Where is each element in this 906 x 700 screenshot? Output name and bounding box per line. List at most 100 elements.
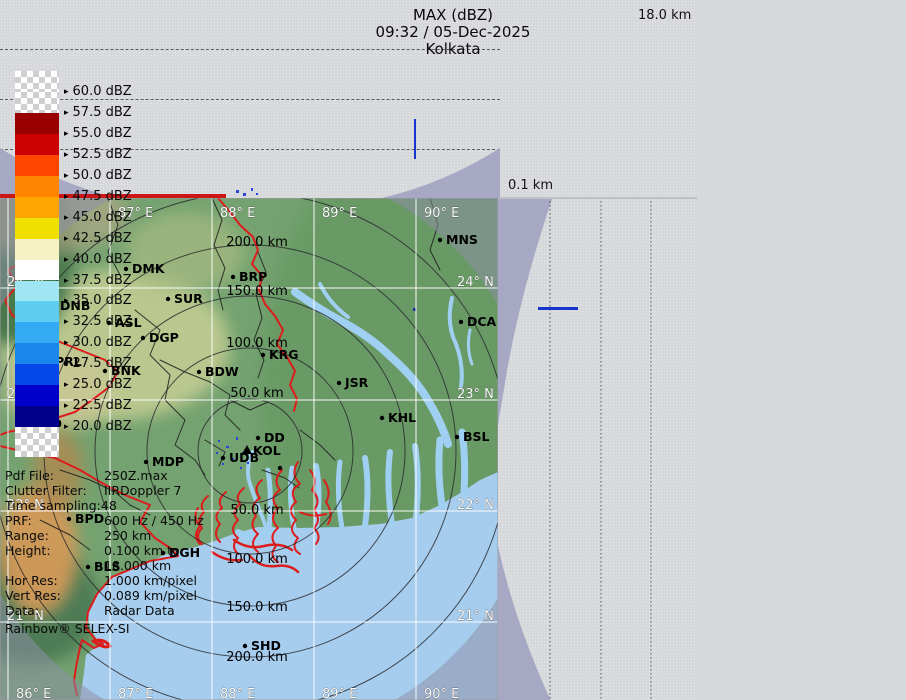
metadata-row: Range: 250 km: [5, 528, 205, 543]
city-dot: [454, 434, 460, 440]
height-axis-max-label: 18.0 km: [638, 8, 692, 23]
tick-arrow-icon: ▸: [64, 170, 69, 181]
longitude-label: 88° E: [220, 687, 255, 700]
scale-tick-label: ▸ 45.0 dBZ: [64, 209, 132, 225]
range-ring-label: 150.0 km: [226, 284, 288, 299]
metadata-row: Data: Radar Data: [5, 603, 205, 618]
color-band: [15, 343, 59, 365]
height-gridline: [0, 99, 500, 100]
color-band: [15, 112, 59, 134]
range-ring-label: 50.0 km: [230, 503, 283, 518]
metadata-row: Clutter Filter: IIRDoppler 7: [5, 483, 205, 498]
metadata-value: IIRDoppler 7: [104, 483, 182, 498]
metadata-key: Clutter Filter:: [5, 483, 87, 498]
scale-tick-label: ▸ 42.5 dBZ: [64, 230, 132, 246]
city-label: DD: [264, 430, 285, 445]
scale-tick-label: ▸ 25.0 dBZ: [64, 377, 132, 393]
city-label: BDW: [205, 364, 239, 379]
tick-arrow-icon: ▸: [64, 107, 69, 118]
metadata-row: PRF: 600 Hz / 450 Hz: [5, 513, 205, 528]
product-title-block: MAX (dBZ) 09:32 / 05-Dec-2025 Kolkata: [0, 7, 906, 58]
city-dot: [140, 335, 146, 341]
metadata-value: 0.089 km/pixel: [104, 588, 197, 603]
tick-arrow-icon: ▸: [64, 254, 69, 265]
color-band: [15, 71, 59, 92]
scale-tick-label: ▸ 47.5 dBZ: [64, 188, 132, 204]
city-label: KHL: [388, 410, 416, 425]
top-cross-section-panel: 18.0 km 0.1 km: [0, 0, 697, 198]
city-dot: [165, 296, 171, 302]
city-dot: [242, 643, 248, 649]
city-label: BPD: [75, 511, 104, 526]
tick-arrow-icon: ▸: [64, 86, 69, 97]
city-label: UDB: [229, 450, 259, 465]
color-band: [15, 406, 59, 428]
city-label: DGP: [149, 330, 179, 345]
color-band: [15, 154, 59, 176]
latitude-label: 22° N: [7, 498, 44, 513]
tick-arrow-icon: ▸: [64, 191, 69, 202]
city-label: SUR: [174, 291, 203, 306]
longitude-label: 90° E: [424, 206, 459, 221]
tick-arrow-icon: ▸: [64, 422, 69, 433]
color-band: [15, 427, 59, 458]
latlon-grid: [0, 198, 498, 700]
range-ring-label: 200.0 km: [226, 650, 288, 665]
city-dot: [255, 435, 261, 441]
echo-row-marker: [538, 307, 578, 310]
longitude-label: 90° E: [424, 687, 459, 700]
city-label: DCA: [467, 314, 497, 329]
tick-arrow-icon: ▸: [64, 275, 69, 286]
city-dot: [102, 368, 108, 374]
metadata-key: Data:: [5, 603, 40, 618]
echo-column-marker: [414, 119, 416, 159]
longitude-label: 87° E: [118, 206, 153, 221]
scale-tick-label: ▸ 35.0 dBZ: [64, 293, 132, 309]
color-band: [15, 301, 59, 323]
city-label: ASL: [115, 315, 142, 330]
city-label: MNS: [446, 232, 478, 247]
metadata-key: Vert Res:: [5, 588, 61, 603]
city-label: JSR: [344, 375, 369, 390]
city-dot: [85, 564, 91, 570]
city-label: DGH: [169, 545, 200, 560]
color-band: [15, 238, 59, 260]
longitude-label: 88° E: [220, 206, 255, 221]
city-label: KOL: [253, 443, 281, 458]
city-label: DMK: [132, 261, 166, 276]
range-ring-label: 100.0 km: [226, 552, 288, 567]
range-mask-wedge: [498, 199, 552, 425]
sea: [80, 472, 498, 700]
color-band: [15, 133, 59, 155]
city-label: MDP: [152, 454, 184, 469]
echo-cell-marker: [413, 308, 416, 311]
metadata-key: PRF:: [5, 513, 32, 528]
metadata-key: Height:: [5, 543, 51, 558]
city-dot: [106, 320, 112, 326]
tick-arrow-icon: ▸: [64, 128, 69, 139]
city-dot: [196, 369, 202, 375]
longitude-label: 86° E: [16, 687, 51, 700]
height-gridline: [0, 149, 500, 150]
right-cross-section-panel: [498, 198, 697, 700]
color-band: [15, 259, 59, 281]
metadata-value: 600 Hz / 450 Hz: [104, 513, 204, 528]
color-band: [15, 91, 59, 113]
terrain-hills-orange: [0, 485, 78, 615]
scale-tick-label: ▸ 22.5 dBZ: [64, 398, 132, 414]
city-label: DNB: [60, 298, 90, 313]
metadata-value: 250 km: [104, 528, 152, 543]
right-cross-section-graphics: [498, 199, 652, 700]
range-ring-label: 50.0 km: [230, 386, 283, 401]
scale-tick-label: ▸ 37.5 dBZ: [64, 272, 132, 288]
range-mask-wedge: [382, 148, 500, 198]
metadata-key: Range:: [5, 528, 49, 543]
metadata-value: 0.100 km to: [104, 543, 180, 558]
metadata-row: Time sampling:48: [5, 498, 205, 513]
scale-tick-label: ▸ 50.0 dBZ: [64, 167, 132, 183]
metadata-key: Hor Res:: [5, 573, 58, 588]
scale-tick-label: ▸ 60.0 dBZ: [64, 83, 132, 99]
tick-arrow-icon: ▸: [64, 380, 69, 391]
color-band: [15, 196, 59, 218]
tick-arrow-icon: ▸: [64, 338, 69, 349]
